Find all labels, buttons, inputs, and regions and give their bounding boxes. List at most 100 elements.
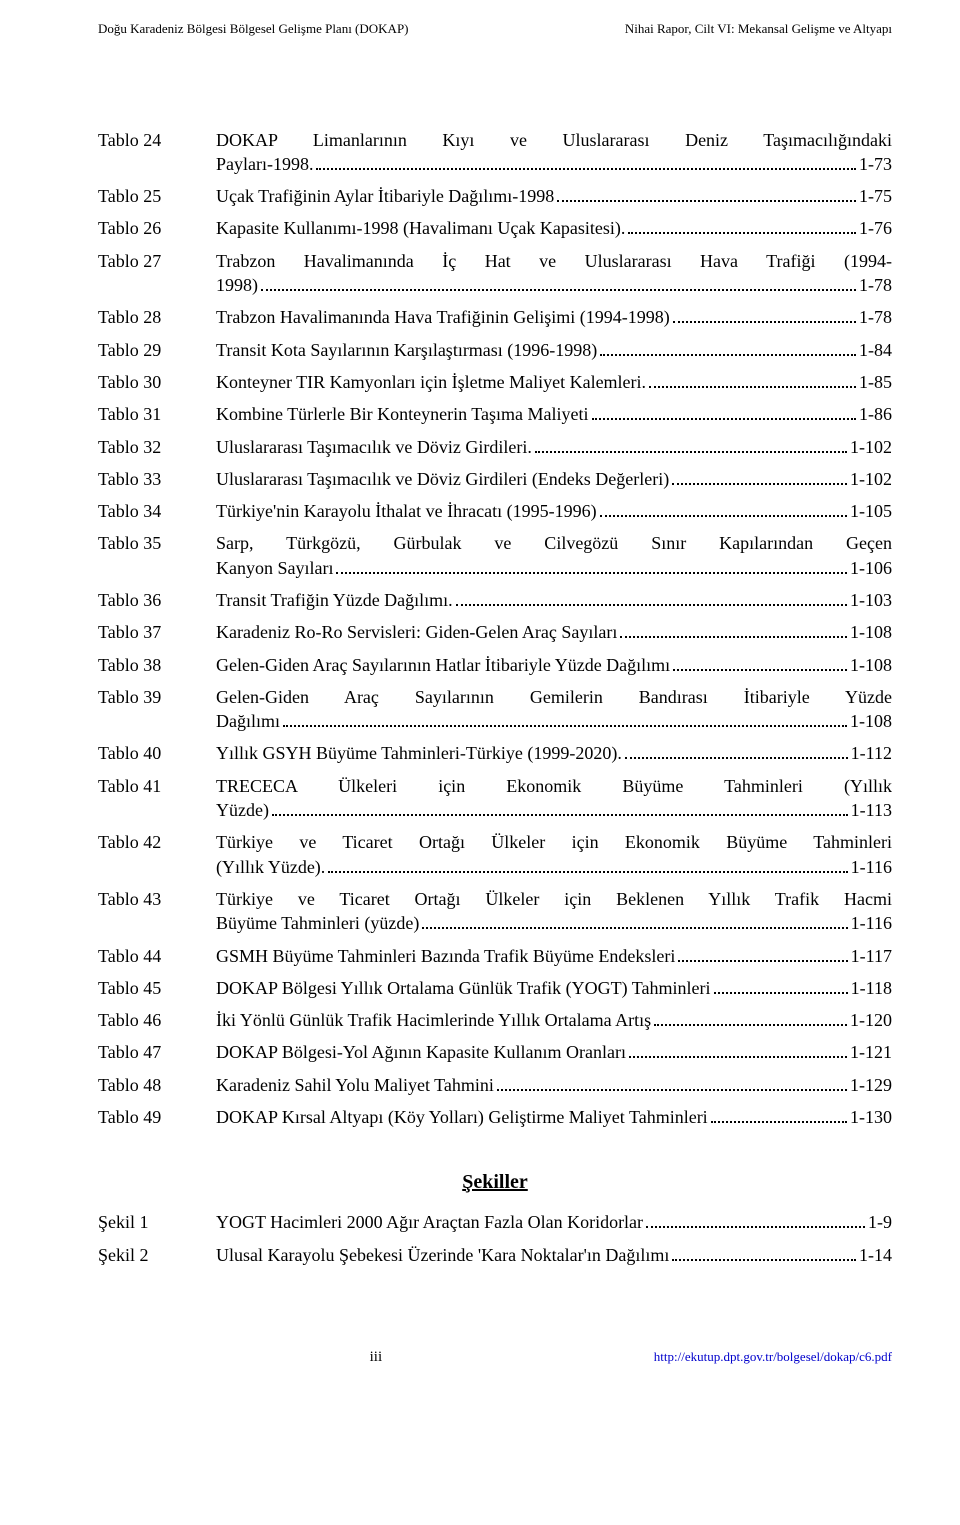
toc-line: Gelen-Giden Araç Sayılarının Gemilerin B… (216, 685, 892, 709)
toc-description: Sarp, Türkgözü, Gürbulak ve Cilvegözü Sı… (216, 531, 892, 580)
toc-label: Tablo 47 (98, 1040, 216, 1064)
toc-description: Trabzon Havalimanında İç Hat ve Uluslara… (216, 249, 892, 298)
toc-label: Tablo 37 (98, 620, 216, 644)
toc-entry: Tablo 46İki Yönlü Günlük Trafik Hacimler… (98, 1008, 892, 1032)
toc-page: 1-129 (850, 1073, 892, 1097)
leader-dots (672, 1259, 856, 1261)
toc-entry: Tablo 29Transit Kota Sayılarının Karşıla… (98, 338, 892, 362)
toc-text: Transit Kota Sayılarının Karşılaştırması… (216, 338, 597, 362)
toc-page: 1-108 (850, 709, 892, 733)
toc-entry: Tablo 48Karadeniz Sahil Yolu Maliyet Tah… (98, 1073, 892, 1097)
toc-label: Tablo 36 (98, 588, 216, 612)
toc-page: 1-102 (850, 467, 892, 491)
toc-page: 1-116 (851, 911, 892, 935)
toc-entry: Tablo 30Konteyner TIR Kamyonları için İş… (98, 370, 892, 394)
toc-page: 1-120 (850, 1008, 892, 1032)
toc-description: İki Yönlü Günlük Trafik Hacimlerinde Yıl… (216, 1008, 892, 1032)
figure-entry: Şekil 1YOGT Hacimleri 2000 Ağır Araçtan … (98, 1210, 892, 1234)
toc-line: Dağılımı1-108 (216, 709, 892, 733)
toc-text: 1998) (216, 273, 258, 297)
toc-page: 1-121 (850, 1040, 892, 1064)
toc-line: Transit Kota Sayılarının Karşılaştırması… (216, 338, 892, 362)
toc-description: DOKAP Bölgesi Yıllık Ortalama Günlük Tra… (216, 976, 892, 1000)
toc-text: Uluslararası Taşımacılık ve Döviz Girdil… (216, 467, 669, 491)
toc-page: 1-76 (859, 216, 892, 240)
toc-line: DOKAP Kırsal Altyapı (Köy Yolları) Geliş… (216, 1105, 892, 1129)
toc-label: Tablo 33 (98, 467, 216, 491)
figure-label: Şekil 1 (98, 1210, 216, 1234)
toc-label: Tablo 41 (98, 774, 216, 798)
toc-label: Tablo 38 (98, 653, 216, 677)
toc-line: (Yıllık Yüzde).1-116 (216, 855, 892, 879)
toc-line: DOKAP Bölgesi-Yol Ağının Kapasite Kullan… (216, 1040, 892, 1064)
toc-line: Yıllık GSYH Büyüme Tahminleri-Türkiye (1… (216, 741, 892, 765)
toc-line: Kombine Türlerle Bir Konteynerin Taşıma … (216, 402, 892, 426)
toc-description: GSMH Büyüme Tahminleri Bazında Trafik Bü… (216, 944, 892, 968)
leader-dots (628, 232, 856, 234)
toc-entry: Tablo 41TRECECA Ülkeleri için Ekonomik B… (98, 774, 892, 823)
toc-line: GSMH Büyüme Tahminleri Bazında Trafik Bü… (216, 944, 892, 968)
leader-dots (272, 814, 848, 816)
toc-page: 1-113 (851, 798, 892, 822)
toc-page: 1-130 (850, 1105, 892, 1129)
toc-text: Büyüme Tahminleri (yüzde) (216, 911, 419, 935)
toc-line: Trabzon Havalimanında İç Hat ve Uluslara… (216, 249, 892, 273)
toc-line: Gelen-Giden Araç Sayılarının Hatlar İtib… (216, 653, 892, 677)
leader-dots (654, 1024, 847, 1026)
toc-label: Tablo 27 (98, 249, 216, 273)
toc-text: Kanyon Sayıları (216, 556, 333, 580)
toc-page: 1-112 (851, 741, 892, 765)
toc-entry: Tablo 36Transit Trafiğin Yüzde Dağılımı.… (98, 588, 892, 612)
toc-label: Tablo 32 (98, 435, 216, 459)
toc-entry: Tablo 42Türkiye ve Ticaret Ortağı Ülkele… (98, 830, 892, 879)
leader-dots (620, 636, 847, 638)
toc-label: Tablo 28 (98, 305, 216, 329)
figure-line: YOGT Hacimleri 2000 Ağır Araçtan Fazla O… (216, 1210, 892, 1234)
toc-entry: Tablo 44GSMH Büyüme Tahminleri Bazında T… (98, 944, 892, 968)
table-of-contents: Tablo 24DOKAP Limanlarının Kıyı ve Ulusl… (98, 128, 892, 1130)
toc-text: Karadeniz Ro-Ro Servisleri: Giden-Gelen … (216, 620, 617, 644)
figure-page: 1-9 (868, 1210, 892, 1234)
toc-description: Türkiye ve Ticaret Ortağı Ülkeler için B… (216, 887, 892, 936)
toc-text: Payları-1998. (216, 152, 313, 176)
toc-text: Konteyner TIR Kamyonları için İşletme Ma… (216, 370, 646, 394)
toc-text: Uluslararası Taşımacılık ve Döviz Girdil… (216, 435, 532, 459)
toc-page: 1-78 (859, 305, 892, 329)
toc-description: Türkiye'nin Karayolu İthalat ve İhracatı… (216, 499, 892, 523)
toc-entry: Tablo 40Yıllık GSYH Büyüme Tahminleri-Tü… (98, 741, 892, 765)
toc-description: Yıllık GSYH Büyüme Tahminleri-Türkiye (1… (216, 741, 892, 765)
figures-heading: Şekiller (98, 1169, 892, 1196)
toc-entry: Tablo 33Uluslararası Taşımacılık ve Dövi… (98, 467, 892, 491)
toc-description: DOKAP Limanlarının Kıyı ve Uluslararası … (216, 128, 892, 177)
toc-description: DOKAP Kırsal Altyapı (Köy Yolları) Geliş… (216, 1105, 892, 1129)
toc-label: Tablo 49 (98, 1105, 216, 1129)
toc-label: Tablo 48 (98, 1073, 216, 1097)
toc-description: Konteyner TIR Kamyonları için İşletme Ma… (216, 370, 892, 394)
toc-label: Tablo 34 (98, 499, 216, 523)
toc-description: Uçak Trafiğinin Aylar İtibariyle Dağılım… (216, 184, 892, 208)
footer-url: http://ekutup.dpt.gov.tr/bolgesel/dokap/… (654, 1348, 892, 1366)
leader-dots (678, 960, 847, 962)
header-right: Nihai Rapor, Cilt VI: Mekansal Gelişme v… (625, 20, 892, 38)
toc-page: 1-84 (859, 338, 892, 362)
figure-description: Ulusal Karayolu Şebekesi Üzerinde 'Kara … (216, 1243, 892, 1267)
leader-dots (673, 321, 856, 323)
toc-page: 1-85 (859, 370, 892, 394)
toc-label: Tablo 25 (98, 184, 216, 208)
toc-label: Tablo 45 (98, 976, 216, 1000)
leader-dots (422, 927, 847, 929)
toc-text: Uçak Trafiğinin Aylar İtibariyle Dağılım… (216, 184, 554, 208)
toc-text: Transit Trafiğin Yüzde Dağılımı. (216, 588, 453, 612)
toc-entry: Tablo 34Türkiye'nin Karayolu İthalat ve … (98, 499, 892, 523)
toc-page: 1-75 (859, 184, 892, 208)
page-footer: iii http://ekutup.dpt.gov.tr/bolgesel/do… (98, 1347, 892, 1367)
toc-entry: Tablo 47DOKAP Bölgesi-Yol Ağının Kapasit… (98, 1040, 892, 1064)
toc-description: Trabzon Havalimanında Hava Trafiğinin Ge… (216, 305, 892, 329)
toc-description: Transit Kota Sayılarının Karşılaştırması… (216, 338, 892, 362)
toc-line: 1998)1-78 (216, 273, 892, 297)
leader-dots (649, 386, 856, 388)
leader-dots (714, 992, 848, 994)
toc-label: Tablo 35 (98, 531, 216, 555)
toc-text: Yıllık GSYH Büyüme Tahminleri-Türkiye (1… (216, 741, 622, 765)
toc-line: Uçak Trafiğinin Aylar İtibariyle Dağılım… (216, 184, 892, 208)
